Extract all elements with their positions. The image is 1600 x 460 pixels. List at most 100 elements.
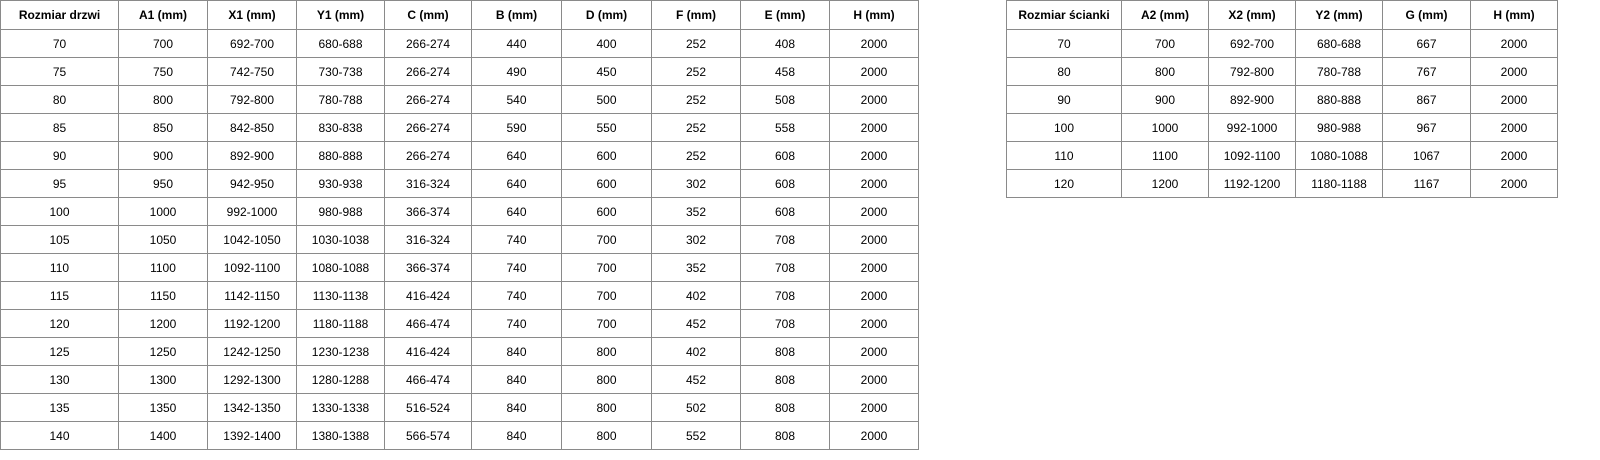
table-cell: 1180-1188 bbox=[1295, 169, 1383, 198]
table-cell: 80 bbox=[0, 85, 119, 114]
table-cell: 1050 bbox=[118, 225, 208, 254]
table-cell: 590 bbox=[471, 113, 562, 142]
table-cell: 1092-1100 bbox=[1208, 141, 1296, 170]
table-cell: 408 bbox=[740, 29, 830, 58]
table-cell: 980-988 bbox=[296, 197, 385, 226]
table-cell: 316-324 bbox=[384, 169, 472, 198]
table-cell: 90 bbox=[0, 141, 119, 170]
table-cell: 252 bbox=[651, 57, 741, 86]
table-cell: 1350 bbox=[118, 393, 208, 422]
table-cell: 2000 bbox=[829, 169, 919, 198]
table-cell: 458 bbox=[740, 57, 830, 86]
table-cell: 1167 bbox=[1382, 169, 1471, 198]
table-row: 135 1350 1342-1350 1330-1338 516-524 840 800 50… bbox=[0, 393, 919, 422]
table-cell: 792-800 bbox=[207, 85, 297, 114]
table-cell: 266-274 bbox=[384, 85, 472, 114]
table-cell: 105 bbox=[0, 225, 119, 254]
column-header: H (mm) bbox=[829, 0, 919, 30]
table-cell: 740 bbox=[471, 253, 562, 282]
table-cell: 490 bbox=[471, 57, 562, 86]
table-cell: 1300 bbox=[118, 365, 208, 394]
table-cell: 2000 bbox=[829, 85, 919, 114]
table-cell: 1092-1100 bbox=[207, 253, 297, 282]
table-cell: 880-888 bbox=[1295, 85, 1383, 114]
table-cell: 640 bbox=[471, 169, 562, 198]
column-header: A2 (mm) bbox=[1121, 0, 1209, 30]
table-cell: 900 bbox=[118, 141, 208, 170]
table-cell: 840 bbox=[471, 337, 562, 366]
table-cell: 1067 bbox=[1382, 141, 1471, 170]
table-cell: 942-950 bbox=[207, 169, 297, 198]
table-cell: 730-738 bbox=[296, 57, 385, 86]
table-cell: 1242-1250 bbox=[207, 337, 297, 366]
table-cell: 452 bbox=[651, 309, 741, 338]
table-cell: 508 bbox=[740, 85, 830, 114]
table-cell: 316-324 bbox=[384, 225, 472, 254]
table-cell: 840 bbox=[471, 365, 562, 394]
table-cell: 640 bbox=[471, 197, 562, 226]
table-cell: 516-524 bbox=[384, 393, 472, 422]
table-cell: 75 bbox=[0, 57, 119, 86]
table-cell: 100 bbox=[1006, 113, 1122, 142]
table-cell: 1000 bbox=[118, 197, 208, 226]
table-cell: 2000 bbox=[1470, 169, 1558, 198]
table-cell: 1180-1188 bbox=[296, 309, 385, 338]
column-header: Rozmiar ścianki bbox=[1006, 0, 1122, 30]
table-cell: 700 bbox=[561, 281, 652, 310]
table-cell: 135 bbox=[0, 393, 119, 422]
table-cell: 667 bbox=[1382, 29, 1471, 58]
table-cell: 2000 bbox=[829, 57, 919, 86]
column-header: C (mm) bbox=[384, 0, 472, 30]
table-cell: 366-374 bbox=[384, 253, 472, 282]
table-cell: 680-688 bbox=[1295, 29, 1383, 58]
table-row: 115 1150 1142-1150 1130-1138 416-424 740 700 40… bbox=[0, 281, 919, 310]
table-cell: 2000 bbox=[829, 365, 919, 394]
table-cell: 416-424 bbox=[384, 281, 472, 310]
table-row: 75 750 742-750 730-738 266-274 490 450 252 458 20… bbox=[0, 57, 919, 86]
table-cell: 2000 bbox=[829, 337, 919, 366]
table-cell: 800 bbox=[561, 421, 652, 450]
table-row: 125 1250 1242-1250 1230-1238 416-424 840 800 40… bbox=[0, 337, 919, 366]
table-cell: 540 bbox=[471, 85, 562, 114]
table-row: 100 1000 992-1000 980-988 967 2000 bbox=[1006, 113, 1558, 142]
table-cell: 352 bbox=[651, 197, 741, 226]
table-cell: 740 bbox=[471, 225, 562, 254]
table-cell: 70 bbox=[1006, 29, 1122, 58]
table-cell: 892-900 bbox=[207, 141, 297, 170]
table-cell: 880-888 bbox=[296, 141, 385, 170]
table-cell: 840 bbox=[471, 393, 562, 422]
table-cell: 680-688 bbox=[296, 29, 385, 58]
table-row: 105 1050 1042-1050 1030-1038 316-324 740 700 30… bbox=[0, 225, 919, 254]
table-cell: 2000 bbox=[829, 421, 919, 450]
table-cell: 1042-1050 bbox=[207, 225, 297, 254]
table-cell: 120 bbox=[1006, 169, 1122, 198]
table-row: 70 700 692-700 680-688 266-274 440 400 252 408 20… bbox=[0, 29, 919, 58]
table-cell: 450 bbox=[561, 57, 652, 86]
table-cell: 2000 bbox=[829, 393, 919, 422]
table-cell: 416-424 bbox=[384, 337, 472, 366]
table-cell: 780-788 bbox=[1295, 57, 1383, 86]
table-cell: 608 bbox=[740, 197, 830, 226]
table-cell: 466-474 bbox=[384, 365, 472, 394]
table-cell: 115 bbox=[0, 281, 119, 310]
table-row: 85 850 842-850 830-838 266-274 590 550 252 558 20… bbox=[0, 113, 919, 142]
table-cell: 466-474 bbox=[384, 309, 472, 338]
table-row: 80 800 792-800 780-788 767 2000 bbox=[1006, 57, 1558, 86]
column-header: Y1 (mm) bbox=[296, 0, 385, 30]
column-header: B (mm) bbox=[471, 0, 562, 30]
table-cell: 950 bbox=[118, 169, 208, 198]
table-cell: 100 bbox=[0, 197, 119, 226]
table-row: 90 900 892-900 880-888 266-274 640 600 252 608 20… bbox=[0, 141, 919, 170]
table-cell: 740 bbox=[471, 309, 562, 338]
table-cell: 2000 bbox=[829, 309, 919, 338]
table-row: 95 950 942-950 930-938 316-324 640 600 302 608 20… bbox=[0, 169, 919, 198]
table-cell: 130 bbox=[0, 365, 119, 394]
table-cell: 402 bbox=[651, 337, 741, 366]
table-cell: 558 bbox=[740, 113, 830, 142]
table-cell: 2000 bbox=[829, 29, 919, 58]
table-cell: 700 bbox=[561, 253, 652, 282]
table-cell: 120 bbox=[0, 309, 119, 338]
table-cell: 867 bbox=[1382, 85, 1471, 114]
table-cell: 830-838 bbox=[296, 113, 385, 142]
table-cell: 842-850 bbox=[207, 113, 297, 142]
